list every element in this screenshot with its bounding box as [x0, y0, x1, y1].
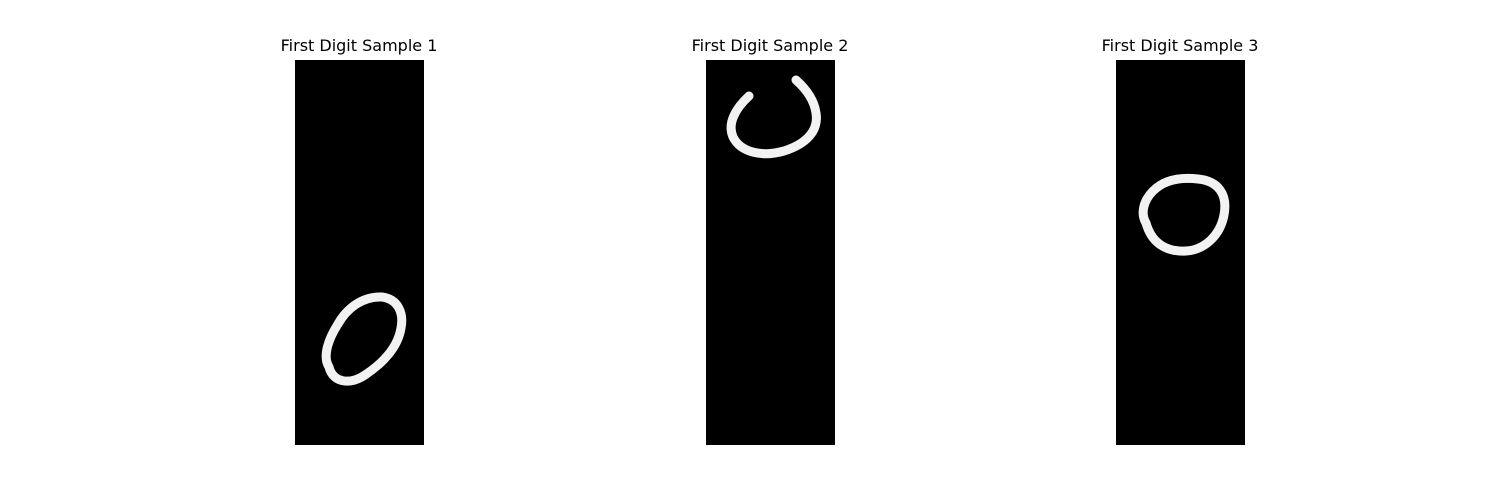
- digit-zero-glyph-3: [1138, 173, 1230, 256]
- digit-image-2: [706, 60, 835, 445]
- sample-panel-3: First Digit Sample 3: [1100, 34, 1260, 454]
- digit-zero-glyph-1: [321, 292, 407, 386]
- digit-zero-glyph-2: [726, 75, 821, 159]
- sample-panel-1: First Digit Sample 1: [279, 34, 439, 454]
- sample-title-2: First Digit Sample 2: [691, 36, 849, 55]
- digit-image-1: [295, 60, 424, 445]
- sample-panel-2: First Digit Sample 2: [690, 34, 850, 454]
- sample-title-1: First Digit Sample 1: [280, 36, 438, 55]
- sample-title-3: First Digit Sample 3: [1101, 36, 1259, 55]
- digit-image-3: [1116, 60, 1245, 445]
